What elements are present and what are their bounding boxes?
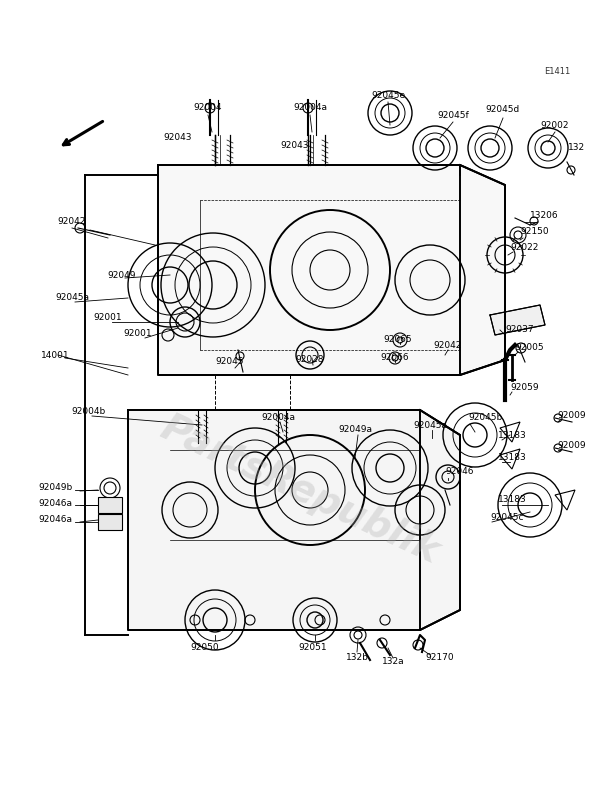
Bar bbox=[98, 497, 122, 513]
Text: 92045d: 92045d bbox=[486, 105, 520, 115]
Polygon shape bbox=[500, 449, 520, 469]
Polygon shape bbox=[490, 305, 545, 335]
Text: 92051: 92051 bbox=[299, 644, 328, 652]
Text: 92170: 92170 bbox=[425, 653, 454, 663]
Text: 92004b: 92004b bbox=[71, 407, 105, 417]
Text: 92045a: 92045a bbox=[55, 294, 89, 302]
Text: 92045f: 92045f bbox=[437, 111, 469, 119]
Text: 92150: 92150 bbox=[520, 228, 548, 236]
Text: 92002: 92002 bbox=[541, 121, 569, 130]
Text: 92065: 92065 bbox=[383, 335, 412, 345]
Text: 13183: 13183 bbox=[498, 495, 527, 505]
Bar bbox=[98, 514, 122, 530]
Text: 92001: 92001 bbox=[124, 330, 152, 338]
Text: 92043: 92043 bbox=[281, 141, 309, 149]
Text: 92043: 92043 bbox=[164, 133, 192, 143]
Text: 13183: 13183 bbox=[498, 454, 527, 462]
Text: 92046a: 92046a bbox=[38, 516, 72, 524]
Text: 92009: 92009 bbox=[557, 440, 586, 450]
Text: 92049b: 92049b bbox=[38, 483, 72, 491]
Text: 13206: 13206 bbox=[530, 210, 559, 220]
Text: 92045e: 92045e bbox=[371, 90, 405, 100]
Text: 92001: 92001 bbox=[94, 313, 122, 323]
Text: 13183: 13183 bbox=[498, 430, 527, 440]
Text: 92004a: 92004a bbox=[293, 104, 327, 112]
Text: 92009: 92009 bbox=[557, 411, 586, 419]
Text: 92042: 92042 bbox=[434, 341, 462, 349]
Text: 92045c: 92045c bbox=[490, 513, 523, 523]
Text: 92005: 92005 bbox=[515, 344, 544, 352]
Text: 92037: 92037 bbox=[505, 326, 533, 334]
Text: 92045b: 92045b bbox=[468, 414, 502, 422]
Polygon shape bbox=[500, 422, 520, 442]
Text: 92049: 92049 bbox=[108, 271, 136, 279]
Text: 92046a: 92046a bbox=[38, 498, 72, 507]
Text: E1411: E1411 bbox=[544, 68, 570, 76]
Polygon shape bbox=[555, 490, 575, 510]
Text: 92004: 92004 bbox=[194, 104, 222, 112]
Text: 132: 132 bbox=[568, 144, 585, 152]
Text: 92066: 92066 bbox=[380, 353, 409, 363]
Text: 92049a: 92049a bbox=[338, 425, 372, 435]
Text: 92046: 92046 bbox=[445, 468, 473, 476]
Text: 92045: 92045 bbox=[216, 357, 244, 367]
Text: 132a: 132a bbox=[382, 658, 404, 666]
Text: 92004a: 92004a bbox=[261, 414, 295, 422]
Text: 92028: 92028 bbox=[296, 356, 324, 364]
Text: 92050: 92050 bbox=[191, 644, 220, 652]
Polygon shape bbox=[158, 165, 505, 375]
Text: 92022: 92022 bbox=[510, 243, 538, 253]
Text: PartsRepublik: PartsRepublik bbox=[154, 409, 446, 571]
Text: 92045a: 92045a bbox=[413, 421, 447, 429]
Text: 92059: 92059 bbox=[510, 384, 539, 392]
Polygon shape bbox=[128, 410, 460, 630]
Text: 92042: 92042 bbox=[58, 217, 86, 227]
Text: 132b: 132b bbox=[346, 653, 368, 663]
Text: 14001: 14001 bbox=[41, 350, 70, 360]
